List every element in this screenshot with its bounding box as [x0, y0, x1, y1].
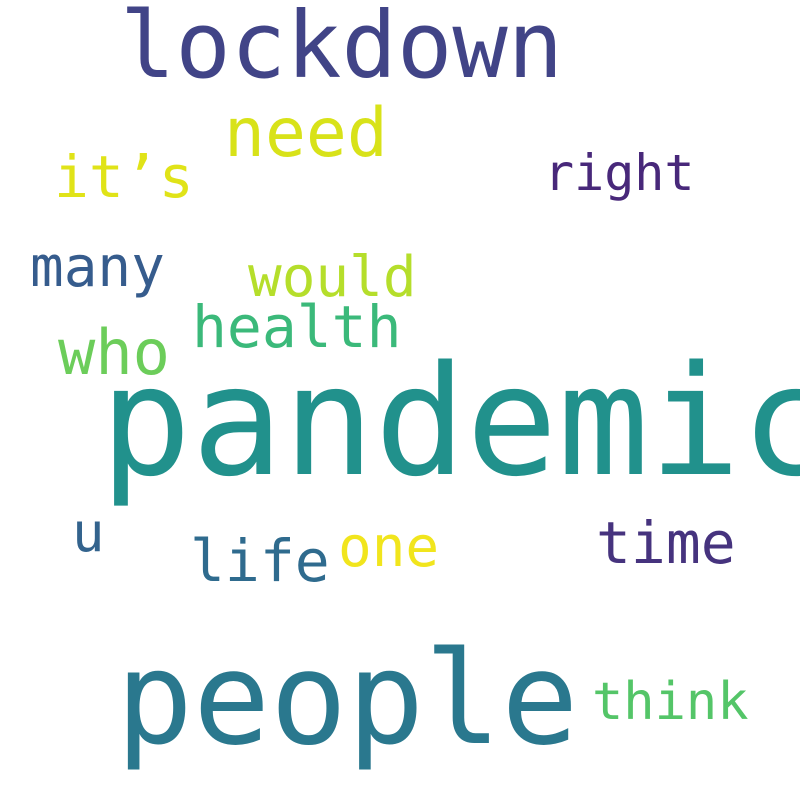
- word-one: one: [338, 515, 440, 580]
- word-who: who: [58, 316, 170, 389]
- word-many: many: [30, 235, 165, 300]
- word-think: think: [592, 672, 749, 732]
- word-would: would: [248, 245, 417, 310]
- word-right: right: [544, 144, 695, 202]
- word-time: time: [596, 509, 736, 577]
- word-pandemic: pandemic: [100, 333, 800, 510]
- word-its: it’s: [54, 143, 194, 211]
- word-lockdown: lockdown: [120, 0, 564, 99]
- word-health: health: [192, 293, 402, 361]
- word-need: need: [224, 94, 388, 173]
- word-u: u: [72, 501, 105, 564]
- word-life: life: [190, 527, 330, 595]
- word-people: people: [116, 625, 579, 774]
